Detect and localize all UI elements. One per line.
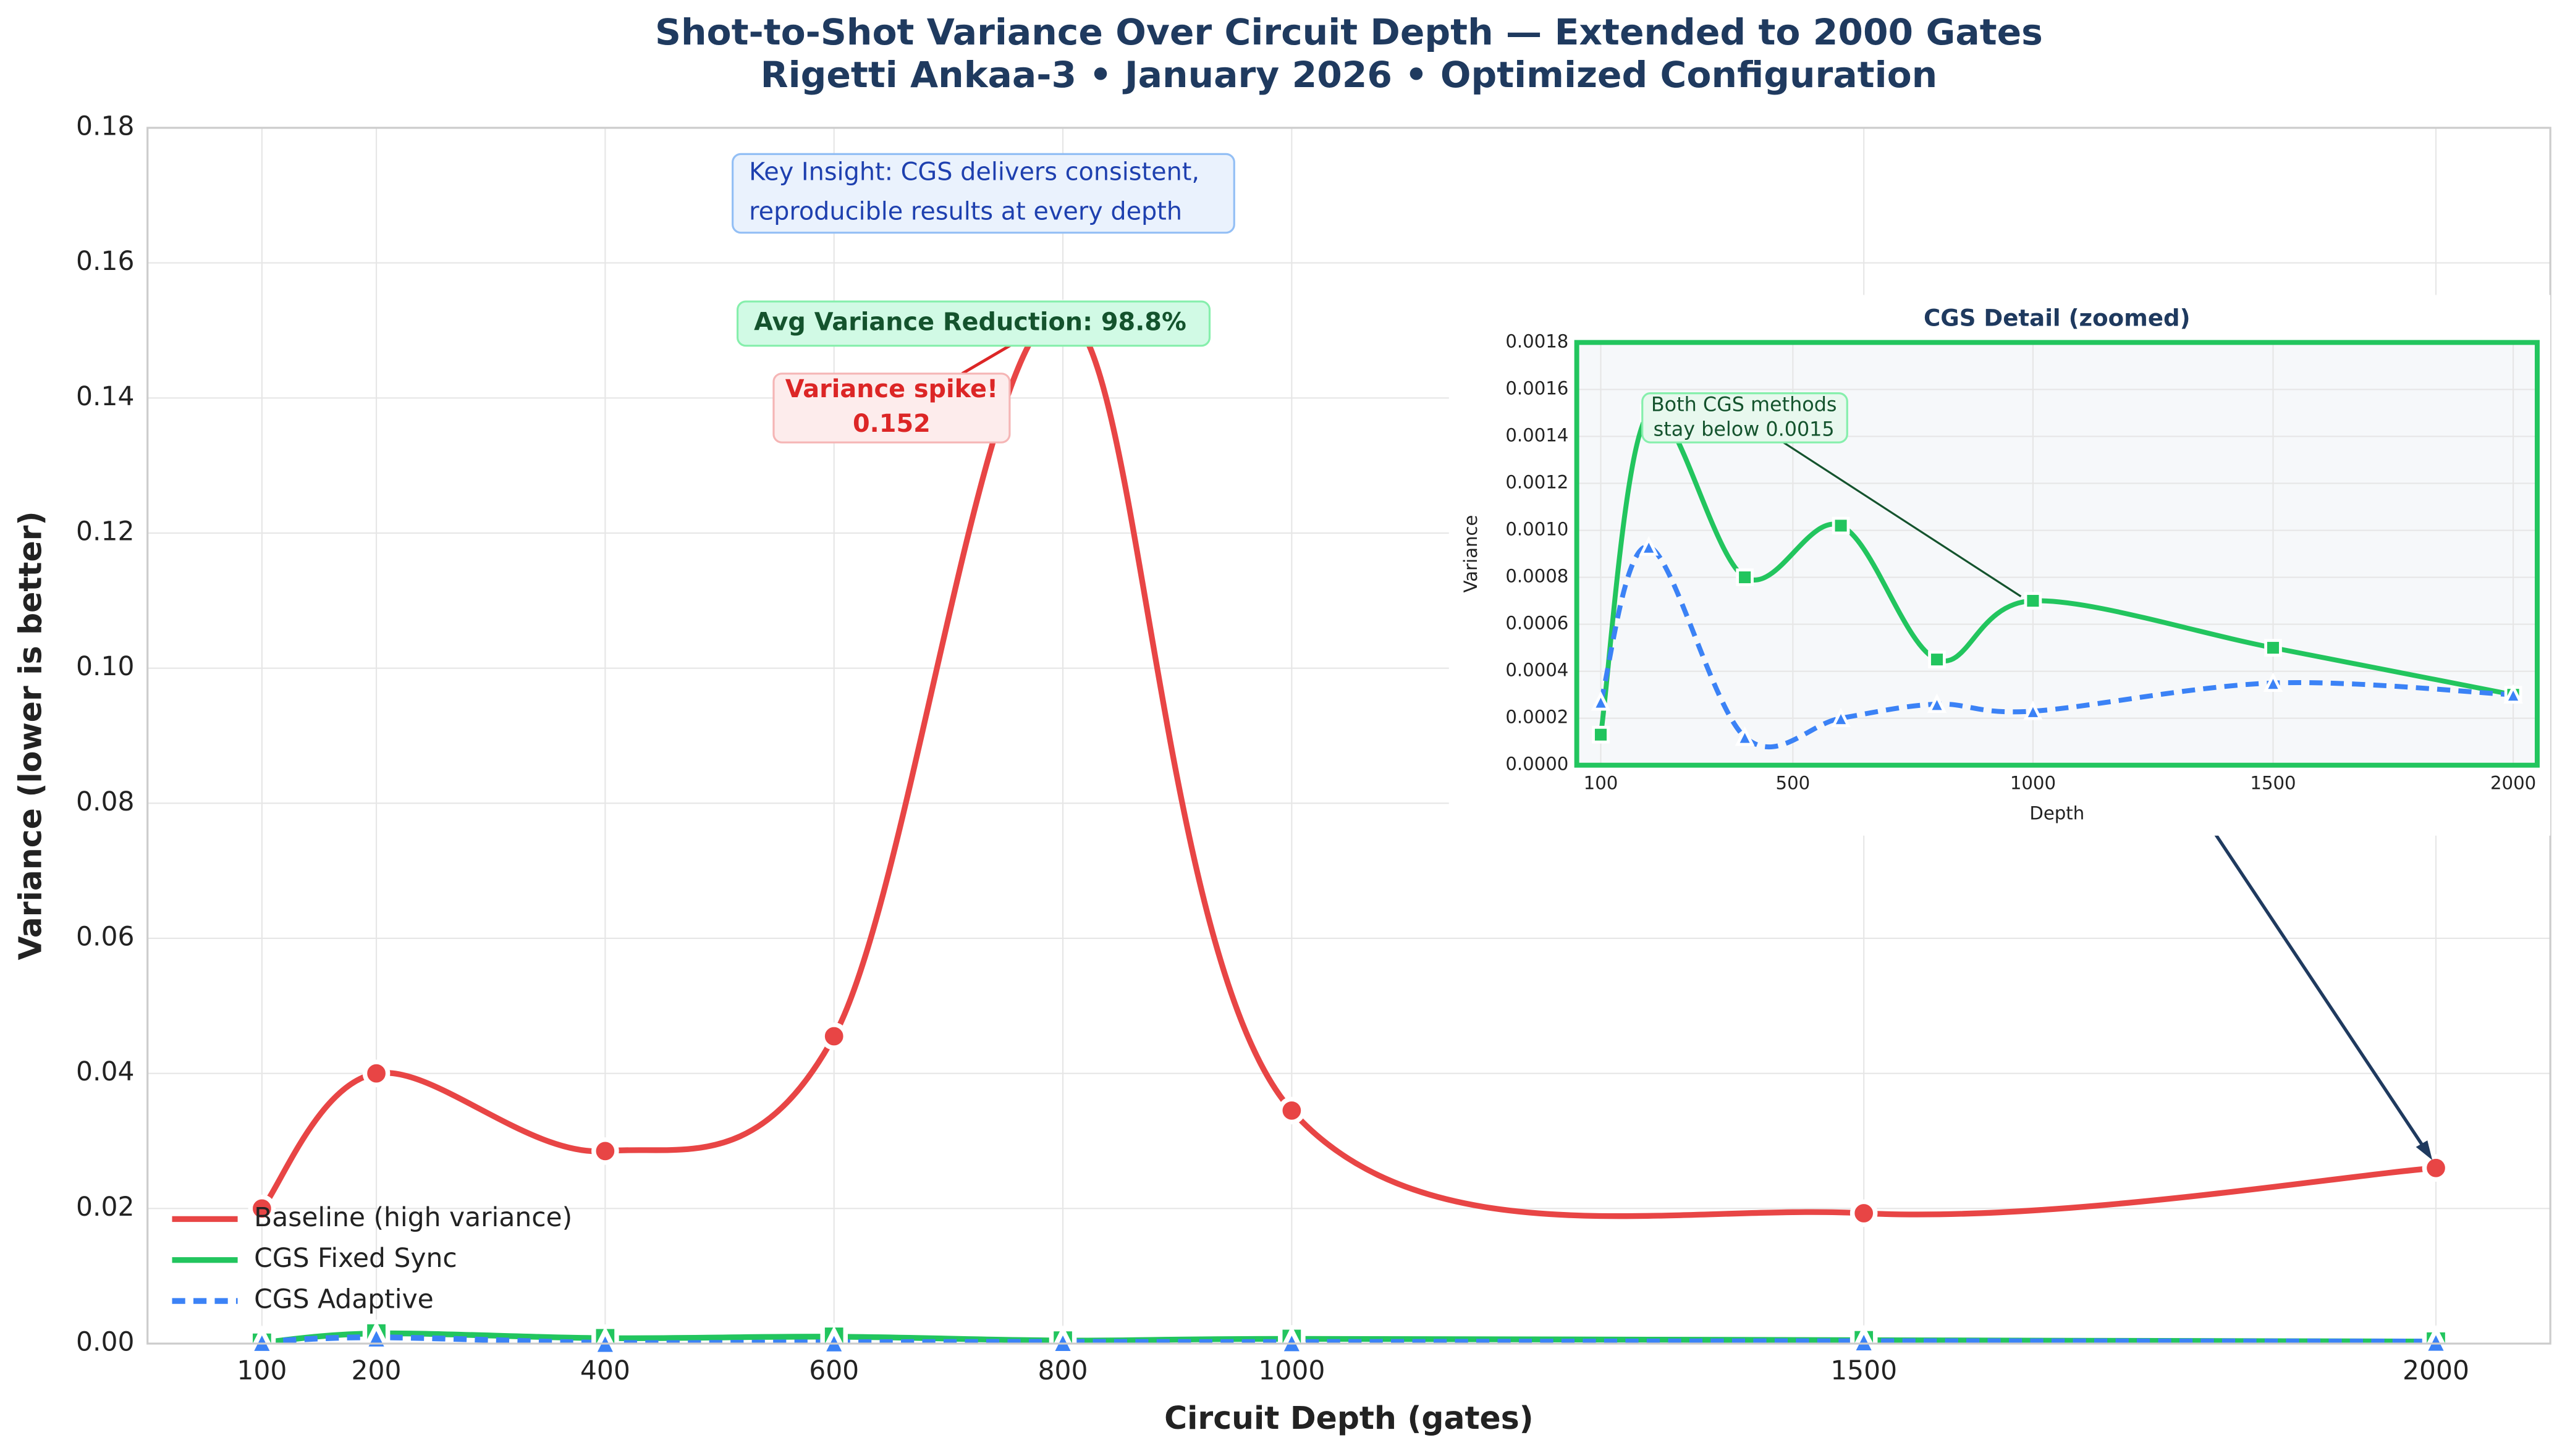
- y-axis-label: Variance (lower is better): [12, 511, 49, 960]
- y-tick-label: 0.0000: [1505, 754, 1568, 775]
- y-tick-label: 0.0018: [1505, 330, 1568, 351]
- marker: [1592, 725, 1610, 744]
- x-tick-label: 500: [1776, 772, 1811, 793]
- y-tick-label: 0.16: [76, 246, 134, 277]
- marker: [2024, 592, 2042, 610]
- marker: [820, 1022, 848, 1050]
- marker: [2420, 1324, 2451, 1356]
- annotation-box: [736, 300, 1211, 347]
- marker: [1927, 693, 1947, 713]
- annotation-box: [772, 372, 1011, 444]
- x-tick-label: 1000: [1258, 1356, 1325, 1386]
- marker: [819, 1325, 850, 1357]
- inset-y-label: Variance: [1460, 515, 1481, 593]
- annotation-box: [1641, 392, 1848, 444]
- chart-title: Shot-to-Shot Variance Over Circuit Depth…: [655, 11, 2043, 53]
- y-tick-label: 0.0002: [1505, 707, 1568, 728]
- marker: [1639, 536, 1659, 556]
- marker: [1047, 1325, 1078, 1356]
- x-tick-label: 2000: [2490, 772, 2536, 793]
- marker: [1735, 726, 1755, 746]
- y-tick-label: 0.14: [76, 382, 134, 412]
- marker: [248, 1195, 276, 1222]
- y-tick-label: 0.0008: [1505, 566, 1568, 587]
- marker: [362, 1059, 391, 1087]
- y-tick-label: 0.08: [76, 787, 134, 817]
- y-tick-label: 0.10: [76, 652, 134, 682]
- marker: [1278, 1096, 1306, 1125]
- x-tick-label: 1000: [2010, 772, 2056, 793]
- y-tick-label: 0.18: [76, 111, 134, 141]
- annotation-arrow: [2186, 792, 2431, 1156]
- marker: [1831, 707, 1851, 727]
- legend-label: Baseline (high variance): [254, 1203, 572, 1233]
- marker: [2264, 639, 2282, 657]
- plot-frame: [1574, 340, 2540, 768]
- x-tick-label: 100: [1584, 772, 1618, 793]
- annotation-text: 0.152: [853, 410, 931, 438]
- chart-subtitle: Rigetti Ankaa-3 • January 2026 • Optimiz…: [761, 54, 1938, 96]
- y-tick-label: 0.0010: [1505, 519, 1568, 540]
- x-tick-label: 400: [580, 1356, 630, 1386]
- marker: [1276, 1325, 1307, 1356]
- y-tick-label: 0.02: [76, 1192, 134, 1222]
- marker: [1848, 1324, 1879, 1355]
- annotation-arrow: [1778, 438, 2022, 597]
- marker: [1832, 516, 1850, 535]
- x-axis-label: Circuit Depth (gates): [1164, 1400, 1534, 1436]
- annotation-text: stay below 0.0015: [1654, 417, 1835, 440]
- annotation-text: Both CGS methods: [1651, 393, 1837, 416]
- y-tick-label: 0.0016: [1505, 377, 1568, 398]
- marker: [591, 1137, 619, 1165]
- annotation-text: Key Insight: CGS delivers consistent,: [749, 158, 1199, 187]
- y-tick-label: 0.0012: [1505, 471, 1568, 492]
- annotation-text: reproducible results at every depth: [749, 197, 1182, 225]
- y-tick-label: 0.04: [76, 1057, 134, 1087]
- x-tick-label: 100: [237, 1356, 287, 1386]
- marker: [2263, 672, 2283, 692]
- arrow-head: [2416, 1140, 2433, 1160]
- y-tick-label: 0.0006: [1505, 613, 1568, 634]
- legend-label: CGS Fixed Sync: [254, 1243, 457, 1274]
- y-tick-label: 0.00: [76, 1328, 134, 1358]
- x-tick-label: 1500: [2250, 772, 2296, 793]
- legend-label: CGS Adaptive: [254, 1285, 434, 1315]
- y-tick-label: 0.0004: [1505, 660, 1568, 681]
- annotation-text: Avg Variance Reduction: 98.8%: [754, 308, 1186, 336]
- inset-x-label: Depth: [2029, 802, 2084, 823]
- marker: [1591, 691, 1611, 711]
- marker: [2422, 1154, 2450, 1182]
- marker: [1849, 1199, 1878, 1227]
- marker: [1928, 650, 1946, 668]
- x-tick-label: 600: [809, 1356, 859, 1386]
- y-tick-label: 0.06: [76, 922, 134, 952]
- y-tick-label: 0.12: [76, 516, 134, 547]
- annotation-text: Variance spike!: [785, 375, 998, 403]
- x-tick-label: 800: [1038, 1356, 1088, 1386]
- marker: [2503, 684, 2523, 704]
- x-tick-label: 1500: [1830, 1356, 1897, 1386]
- line: [261, 1334, 2437, 1344]
- x-tick-label: 2000: [2403, 1356, 2469, 1386]
- marker: [1736, 568, 1754, 586]
- annotation-box: [732, 153, 1235, 234]
- x-tick-label: 200: [352, 1356, 402, 1386]
- marker: [2023, 700, 2043, 720]
- marker: [247, 1325, 277, 1356]
- y-tick-label: 0.0014: [1505, 424, 1568, 445]
- inset-title: CGS Detail (zoomed): [1924, 305, 2191, 332]
